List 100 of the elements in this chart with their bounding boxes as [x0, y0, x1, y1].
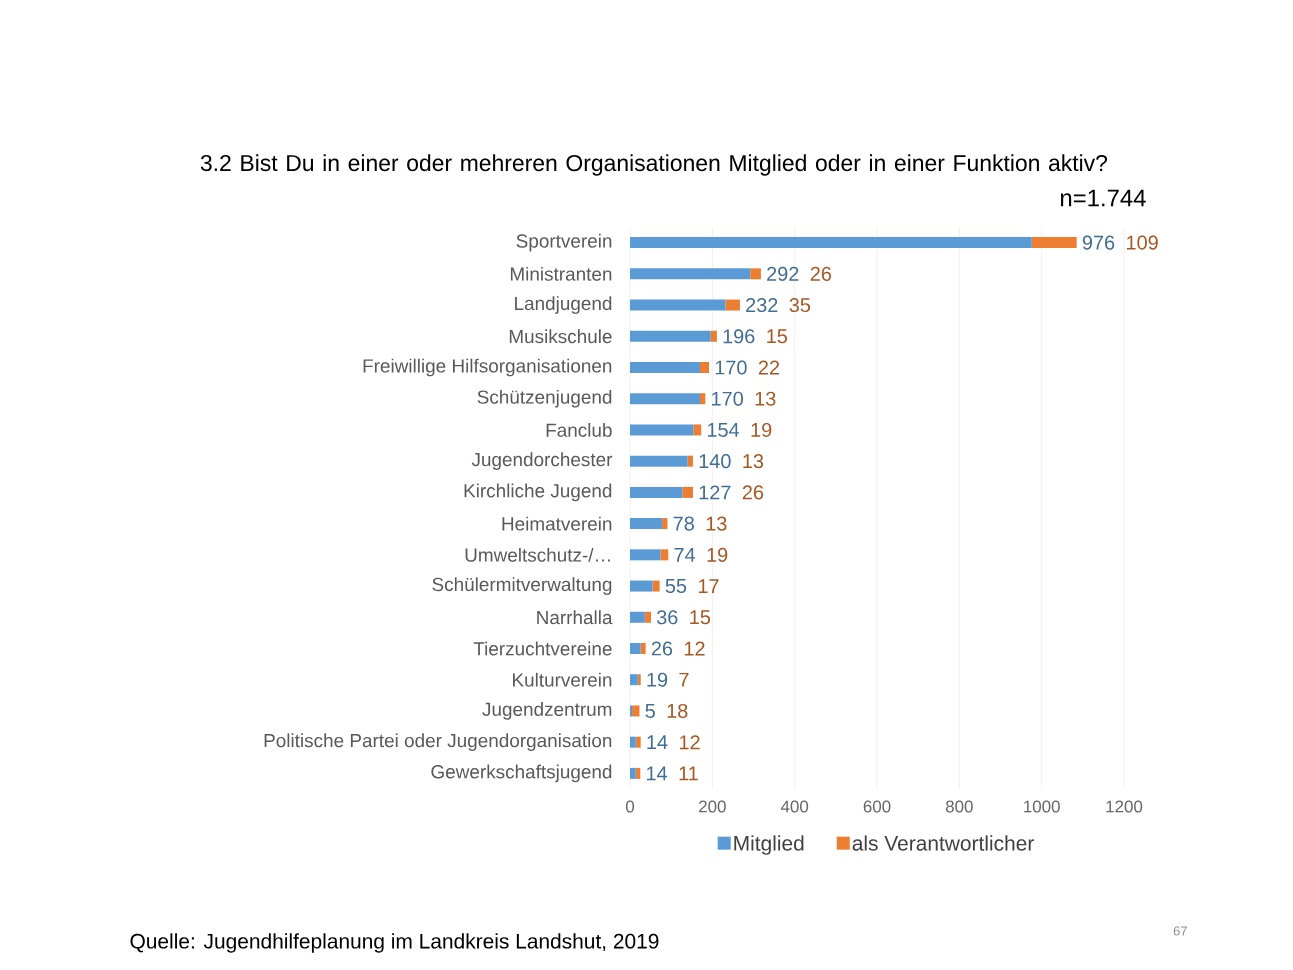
y-tick-label: Kulturverein — [513, 672, 612, 687]
bar — [630, 455, 688, 467]
bar — [630, 330, 711, 342]
y-tick-label: Kirchliche Jugend — [464, 483, 612, 502]
y-tick-label: Schützenjugend — [477, 389, 612, 408]
bar — [699, 393, 706, 405]
data-label: 17 — [698, 579, 719, 593]
data-label: 14 — [647, 735, 668, 750]
bar — [710, 330, 717, 342]
data-label: 13 — [755, 391, 776, 406]
x-tick-label: 0 — [625, 800, 635, 813]
bar — [630, 237, 1032, 249]
bar — [630, 362, 700, 373]
data-label: 15 — [767, 329, 788, 344]
data-label: 7 — [679, 672, 689, 687]
data-label: 15 — [690, 610, 711, 625]
data-label: 22 — [758, 360, 780, 375]
y-tick-label: Tierzuchtvereine — [473, 641, 612, 656]
y-tick-label: Narrhalla — [537, 610, 613, 625]
data-label: 14 — [647, 766, 668, 781]
y-tick-label: Umweltschutz-/… — [465, 547, 610, 562]
data-label: 292 — [767, 266, 799, 281]
bar — [699, 362, 710, 373]
data-label: 19 — [647, 672, 668, 687]
y-tick-label: Freiwillige Hilfsorganisationen — [363, 358, 612, 377]
bar — [635, 736, 641, 748]
data-label: 140 — [699, 454, 731, 469]
y-tick-label: Landjugend — [515, 296, 612, 314]
data-label: 127 — [699, 485, 731, 500]
data-label: 55 — [665, 579, 687, 593]
bar — [630, 643, 641, 654]
data-label: 13 — [743, 454, 764, 469]
bar — [687, 455, 693, 467]
bar — [630, 549, 661, 561]
data-label: 196 — [723, 329, 755, 344]
chart-title: 3.2 Bist Du in einer oder mehreren Organisationen Mitglied oder in einer Funktion aktiv? — [200, 154, 1108, 176]
bar — [750, 268, 761, 280]
text: 67 — [1173, 926, 1187, 936]
y-tick-label: Sportverein — [516, 233, 612, 252]
x-tick-label: 400 — [780, 800, 809, 813]
data-label: 170 — [715, 360, 747, 375]
y-tick-label: Heimatverein — [502, 516, 612, 531]
bar — [637, 674, 641, 686]
bar — [1031, 237, 1077, 249]
data-label: 109 — [1127, 235, 1158, 250]
bar — [630, 767, 636, 779]
y-tick-label: Jugendorchester — [471, 452, 613, 470]
bar — [630, 580, 653, 592]
data-label: 26 — [810, 266, 832, 281]
x-tick-label: 1000 — [1024, 800, 1060, 813]
bar — [630, 268, 751, 280]
data-label: 976 — [1082, 235, 1115, 250]
data-label: 19 — [707, 547, 728, 562]
legend-label: Mitglied — [734, 835, 804, 855]
data-label: 19 — [751, 422, 772, 437]
data-label: 26 — [742, 485, 764, 500]
bar — [630, 674, 638, 686]
data-label: 78 — [673, 516, 694, 531]
y-tick-label: Schülermitverwaltung — [432, 577, 612, 595]
bar — [693, 424, 702, 436]
x-tick-label: 200 — [699, 800, 726, 813]
bar — [630, 486, 683, 498]
data-label: 35 — [789, 298, 811, 313]
bar — [630, 299, 726, 311]
bar — [640, 643, 646, 654]
bar — [662, 518, 668, 530]
bar — [660, 549, 669, 561]
data-label: 18 — [667, 703, 688, 718]
data-label: 154 — [707, 423, 740, 437]
data-label: 13 — [706, 516, 727, 531]
data-label: 74 — [674, 547, 696, 562]
chart-subtitle: n=1.744 — [1060, 189, 1146, 207]
data-label: 12 — [684, 641, 705, 656]
y-tick-label: Jugendzentrum — [482, 702, 612, 720]
bar — [630, 518, 663, 530]
bar — [630, 736, 636, 748]
data-label: 170 — [712, 391, 743, 406]
y-tick-label: Ministranten — [510, 266, 612, 281]
x-tick-label: 800 — [945, 800, 973, 813]
bar — [630, 705, 633, 717]
data-label: 36 — [656, 610, 678, 625]
data-label: 232 — [746, 298, 778, 313]
x-tick-label: 1200 — [1106, 800, 1143, 813]
bar — [630, 424, 694, 436]
data-label: 11 — [679, 766, 698, 781]
data-label: 26 — [651, 641, 673, 656]
data-label: 12 — [679, 735, 700, 750]
source-note: Quelle: Jugendhilfeplanung im Landkreis Landshut, 2019 — [130, 933, 659, 953]
y-tick-label: Musikschule — [509, 329, 612, 344]
bar — [725, 299, 740, 311]
bar — [682, 486, 693, 498]
legend-label: als Verantwortlicher — [852, 835, 1034, 851]
y-tick-label: Fanclub — [546, 422, 612, 437]
bar — [652, 580, 660, 592]
x-tick-label: 600 — [863, 800, 891, 813]
data-label: 5 — [645, 704, 655, 718]
y-tick-label: Politische Partei oder Jugendorganisation — [264, 733, 612, 751]
y-tick-label: Gewerkschaftsjugend — [431, 764, 612, 783]
bar — [630, 393, 700, 405]
bar — [644, 611, 651, 623]
